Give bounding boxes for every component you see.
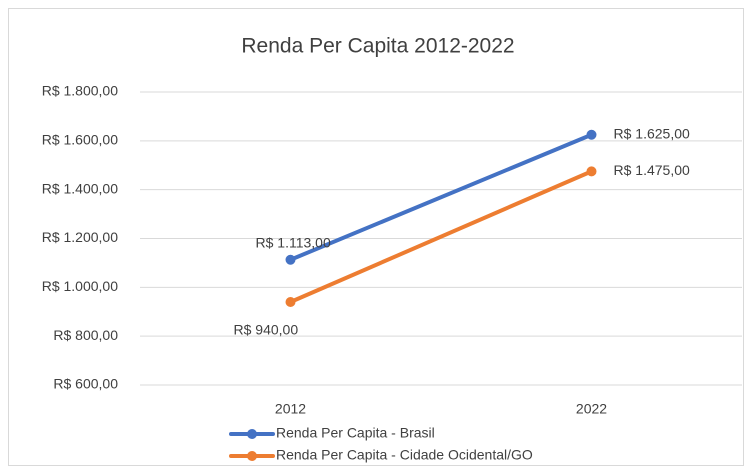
x-tick-label: 2012 bbox=[275, 401, 306, 417]
y-tick-label: R$ 1.600,00 bbox=[42, 132, 118, 148]
y-tick-label: R$ 600,00 bbox=[53, 376, 118, 392]
y-tick-label: R$ 1.200,00 bbox=[42, 229, 118, 245]
y-tick-label: R$ 1.800,00 bbox=[42, 83, 118, 99]
data-label: R$ 1.113,00 bbox=[256, 234, 331, 250]
data-label: R$ 1.625,00 bbox=[614, 125, 690, 141]
point bbox=[285, 296, 296, 307]
legend-marker bbox=[247, 429, 257, 439]
legend-label: Renda Per Capita - Cidade Ocidental/GO bbox=[276, 447, 533, 463]
data-label: R$ 1.475,00 bbox=[614, 162, 690, 178]
legend-marker bbox=[247, 451, 257, 461]
chart-border bbox=[8, 8, 744, 466]
legend-label: Renda Per Capita - Brasil bbox=[276, 425, 435, 441]
series-line bbox=[288, 132, 594, 262]
point bbox=[285, 254, 296, 265]
data-label: R$ 940,00 bbox=[234, 322, 299, 338]
point bbox=[586, 166, 597, 177]
y-tick-label: R$ 1.000,00 bbox=[42, 278, 118, 294]
chart-title: Renda Per Capita 2012-2022 bbox=[241, 35, 514, 58]
x-tick-label: 2022 bbox=[576, 401, 607, 417]
series-line bbox=[288, 169, 594, 304]
point bbox=[586, 129, 597, 140]
y-tick-label: R$ 1.400,00 bbox=[42, 180, 118, 196]
y-tick-label: R$ 800,00 bbox=[53, 327, 118, 343]
